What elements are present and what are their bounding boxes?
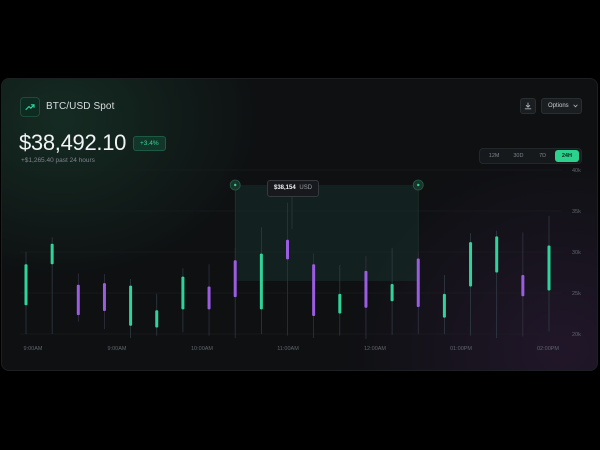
candle-body <box>286 239 289 260</box>
hover-tooltip: $38,154 USD <box>267 180 320 197</box>
candle-body <box>547 245 551 291</box>
candle-body <box>76 284 80 316</box>
candle-body <box>364 270 368 308</box>
y-tick-label: 20k <box>572 332 581 338</box>
tab-12m[interactable]: 12M <box>488 153 500 159</box>
candle-body <box>416 258 420 307</box>
change-amount-text: +$1,265.40 past 24 hours <box>21 157 95 164</box>
candle-body <box>233 260 237 298</box>
trending-up-icon <box>20 97 40 117</box>
price-chart-card: BTC/USD Spot Options $38,492.10 +3.4% +$… <box>1 78 598 371</box>
time-range-tabs: 12M 30D 7D 24H <box>479 148 582 164</box>
download-button[interactable] <box>520 98 536 114</box>
candle-body <box>207 286 211 310</box>
tab-30d[interactable]: 30D <box>513 153 524 159</box>
options-label: Options <box>548 103 569 109</box>
candlestick-chart: 40k 35k 30k 25k 20k 9:00AM 9:00AM 10:00AM 11:00A… <box>20 168 581 352</box>
y-tick-label: 35k <box>572 209 581 215</box>
candle-body <box>338 293 342 314</box>
candle-body <box>521 274 525 297</box>
tooltip-price: $38,154 <box>274 185 296 191</box>
x-tick-label: 9:00AM <box>108 346 127 352</box>
candle-body <box>50 243 54 265</box>
candle-body <box>312 264 316 316</box>
chevron-down-icon <box>573 104 578 108</box>
selection-handle-dot <box>417 183 420 187</box>
y-tick-label: 30k <box>572 250 581 256</box>
candle-body <box>495 236 499 273</box>
candle-body <box>181 276 185 310</box>
selection-highlight <box>235 185 419 281</box>
download-icon <box>524 102 532 110</box>
candle-body <box>469 242 473 287</box>
y-tick-label: 25k <box>572 291 581 297</box>
x-tick-label: 10:00AM <box>191 346 213 352</box>
candle-body <box>442 293 446 318</box>
candle-body <box>259 253 263 310</box>
x-tick-label: 02:00PM <box>537 346 559 352</box>
selection-handle-dot <box>234 183 237 187</box>
x-tick-label: 11:00AM <box>277 346 299 352</box>
candle-body <box>129 285 133 326</box>
options-dropdown[interactable]: Options <box>541 98 582 114</box>
x-tick-label: 9:00AM <box>24 346 43 352</box>
current-price: $38,492.10 <box>19 130 127 155</box>
change-percent-badge: +3.4% <box>133 136 166 151</box>
tab-24h[interactable]: 24H <box>554 150 579 162</box>
tooltip-unit: USD <box>299 185 313 191</box>
page-title: BTC/USD Spot <box>46 101 115 112</box>
tab-7d[interactable]: 7D <box>539 153 547 159</box>
y-tick-label: 40k <box>572 168 581 174</box>
x-tick-label: 01:00PM <box>450 346 472 352</box>
candle-body <box>155 310 159 328</box>
x-tick-label: 12:00AM <box>364 346 386 352</box>
candle-body <box>102 283 106 312</box>
candle-body <box>390 283 394 302</box>
candle-body <box>24 264 28 306</box>
